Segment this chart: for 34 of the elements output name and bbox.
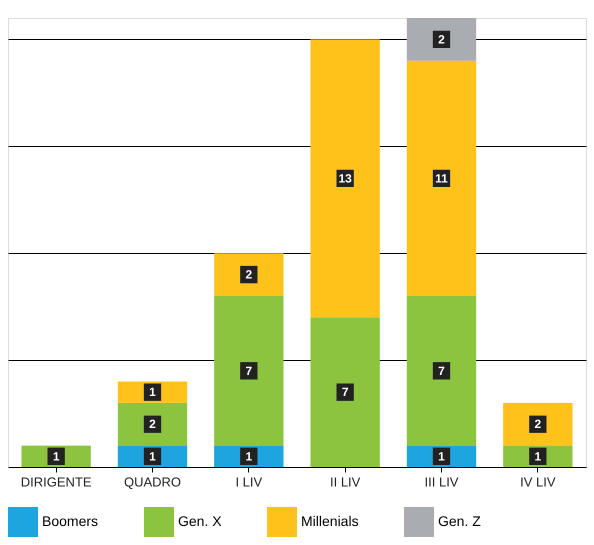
data-label: 1 [438,449,446,464]
x-tick-label: QUADRO [124,474,182,490]
data-label: 2 [438,32,446,46]
x-tick-label: III LIV [424,474,459,490]
bar [406,18,476,61]
bar [310,39,380,318]
data-label: 2 [149,417,156,432]
data-label: 13 [338,171,352,186]
legend-label: Millenials [301,513,359,529]
bar [214,296,284,446]
bar [503,402,573,446]
bar [118,402,188,446]
x-tick-label: IV LIV [520,474,556,490]
data-label: 7 [342,385,349,400]
x-tick-label: I LIV [235,474,263,490]
data-label: 7 [438,364,446,378]
bar [406,296,476,446]
data-label: 11 [435,171,448,186]
data-label: 1 [149,385,156,400]
x-tick-label: II LIV [330,474,361,490]
x-tick-label: DIRIGENTE [20,474,92,490]
data-label: 7 [245,364,252,378]
data-label: 1 [245,449,252,464]
data-label: 1 [534,449,542,464]
legend-label: Boomers [42,513,98,529]
bar [214,253,284,296]
data-label: 1 [52,449,60,464]
data-label: 2 [534,417,542,432]
legend-label: Gen. X [178,513,222,529]
data-label: 1 [149,449,156,464]
bar [310,317,380,467]
data-label: 2 [245,268,252,282]
legend-label: Gen. Z [438,513,482,529]
bar [406,60,476,296]
